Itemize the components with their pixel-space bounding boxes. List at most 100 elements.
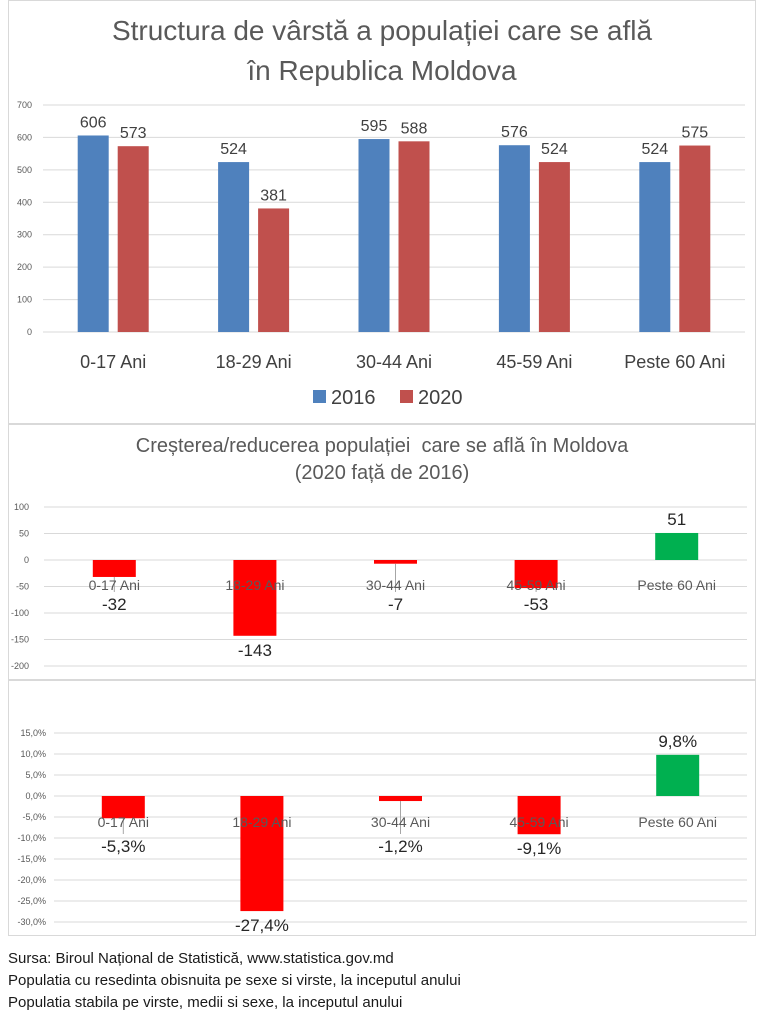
y-tick-label: 5,0%: [25, 770, 46, 780]
data-label-2016: 595: [361, 118, 388, 135]
y-tick-label: 700: [17, 100, 32, 110]
y-tick-label: 400: [17, 197, 32, 207]
note-line-2: Populatia stabila pe virste, medii si se…: [8, 994, 403, 1011]
data-label-2020: 588: [401, 120, 428, 137]
note-line-1: Populatia cu resedinta obisnuita pe sexe…: [8, 972, 461, 989]
data-label: -32: [102, 595, 127, 614]
data-label-2020: 524: [541, 141, 568, 158]
bar-2020: [258, 208, 290, 332]
y-tick-label: -15,0%: [17, 854, 46, 864]
bar-increase: [656, 754, 700, 796]
change-absolute-chart-panel: Creșterea/reducerea populației care se a…: [8, 424, 756, 680]
y-tick-label: -20,0%: [17, 875, 46, 885]
data-label: -53: [524, 595, 549, 614]
data-label-2016: 576: [501, 124, 528, 141]
source-notes: Sursa: Biroul Național de Statistică, ww…: [8, 948, 461, 1014]
bar-decrease: [92, 560, 136, 577]
bar-decrease: [240, 796, 284, 912]
age-structure-title-line-1: Structura de vârstă a populației care se…: [111, 15, 653, 46]
change-title-line-2: (2020 față de 2016): [294, 462, 470, 484]
y-tick-label: 600: [17, 132, 32, 142]
bar-2020: [398, 141, 430, 332]
data-label: -27,4%: [235, 916, 289, 935]
bar-2016: [218, 162, 250, 332]
data-label-2016: 524: [220, 141, 247, 158]
y-tick-label: 10,0%: [20, 749, 46, 759]
y-tick-label: -100: [11, 608, 29, 618]
legend-label-2020: 2020: [418, 387, 463, 409]
data-label: -5,3%: [101, 837, 145, 856]
y-tick-label: -200: [11, 661, 29, 671]
bar-increase: [655, 532, 699, 560]
bar-2016: [639, 162, 671, 332]
data-label: -1,2%: [378, 837, 422, 856]
x-tick-label: 18-29 Ani: [232, 814, 291, 830]
y-tick-label: 50: [19, 529, 29, 539]
y-tick-label: 0: [24, 555, 29, 565]
x-tick-label: 30-44 Ani: [371, 814, 430, 830]
x-tick-label: 45-59 Ani: [510, 814, 569, 830]
bar-decrease: [374, 560, 417, 564]
bar-decrease: [379, 796, 422, 802]
y-tick-label: -150: [11, 635, 29, 645]
x-tick-label: 30-44 Ani: [366, 577, 425, 593]
x-tick-label: 18-29 Ani: [216, 352, 292, 372]
legend-label-2016: 2016: [331, 387, 376, 409]
y-tick-label: -5,0%: [22, 812, 46, 822]
x-tick-label: 18-29 Ani: [225, 577, 284, 593]
data-label-2020: 575: [681, 125, 708, 142]
y-tick-label: 15,0%: [20, 728, 46, 738]
change-percent-chart: -30,0% -25,0% -20,0% -15,0% -10,0% -5,0% 0,0% 5…: [17, 728, 747, 935]
bar-2016: [498, 145, 530, 332]
x-tick-label: 0-17 Ani: [98, 814, 149, 830]
data-label: -143: [238, 641, 272, 660]
data-label: -9,1%: [517, 839, 561, 858]
y-tick-label: 500: [17, 165, 32, 175]
change-absolute-chart-title: Creșterea/reducerea populației care se a…: [9, 433, 755, 487]
y-tick-label: 0: [27, 327, 32, 337]
bar-decrease: [233, 560, 277, 636]
x-tick-label: Peste 60 Ani: [637, 577, 716, 593]
y-tick-label: -30,0%: [17, 917, 46, 927]
age-structure-chart: 0 100 200 300 400 500 600 700 606 573 0-17 Ani 524 3…: [17, 100, 745, 409]
data-label-2016: 524: [641, 141, 668, 158]
data-label-2016: 606: [80, 114, 107, 131]
age-structure-title-line-2: în Republica Moldova: [247, 55, 517, 86]
age-structure-chart-panel: Structura de vârstă a populației care se…: [8, 0, 756, 424]
bar-2020: [538, 162, 570, 332]
bar-decrease: [517, 796, 561, 835]
y-tick-label: -25,0%: [17, 896, 46, 906]
bar-decrease: [514, 560, 558, 589]
y-tick-label: 300: [17, 230, 32, 240]
bar-2020: [679, 145, 711, 332]
x-tick-label: 0-17 Ani: [89, 577, 140, 593]
y-tick-label: 200: [17, 262, 32, 272]
data-label: 51: [667, 510, 686, 529]
x-tick-label: 45-59 Ani: [496, 352, 572, 372]
x-tick-label: 0-17 Ani: [80, 352, 146, 372]
y-tick-label: 100: [14, 502, 29, 512]
x-tick-label: 30-44 Ani: [356, 352, 432, 372]
change-absolute-chart: -200 -150 -100 -50 0 50 100 -32 0-17 Ani -143 18-2…: [11, 502, 747, 671]
y-tick-label: -50: [16, 582, 29, 592]
data-label-2020: 381: [260, 187, 287, 204]
data-label-2020: 573: [120, 125, 147, 142]
bar-decrease: [101, 796, 145, 819]
bar-2016: [77, 135, 109, 332]
y-tick-label: 0,0%: [25, 791, 46, 801]
x-tick-label: Peste 60 Ani: [624, 352, 725, 372]
data-label: -7: [388, 595, 403, 614]
y-tick-label: 100: [17, 295, 32, 305]
source-line: Sursa: Biroul Național de Statistică, ww…: [8, 950, 394, 967]
legend-swatch-2016: [313, 390, 326, 403]
age-structure-chart-title: Structura de vârstă a populației care se…: [9, 11, 755, 91]
change-title-line-1: Creșterea/reducerea populației care se a…: [135, 435, 629, 457]
legend-swatch-2020: [400, 390, 413, 403]
bar-2020: [117, 146, 149, 332]
x-tick-label: 45-59 Ani: [507, 577, 566, 593]
y-tick-label: -10,0%: [17, 833, 46, 843]
change-percent-chart-panel: -30,0% -25,0% -20,0% -15,0% -10,0% -5,0% 0,0% 5…: [8, 680, 756, 936]
data-label: 9,8%: [658, 732, 697, 751]
bar-2016: [358, 139, 390, 332]
x-tick-label: Peste 60 Ani: [638, 814, 717, 830]
